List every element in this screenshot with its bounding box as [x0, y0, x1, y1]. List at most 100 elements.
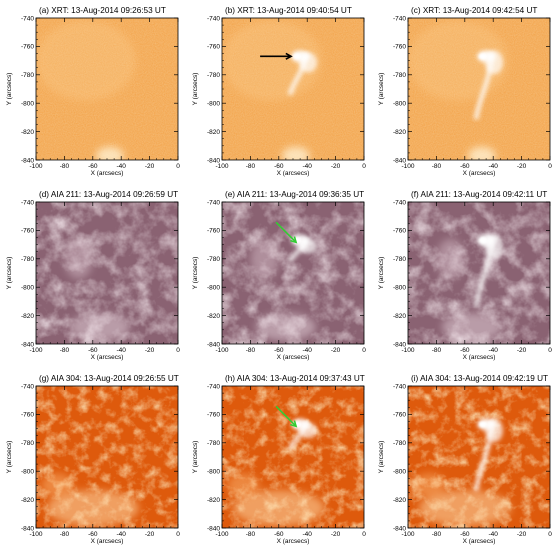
y-tick-label: -740 [21, 199, 34, 206]
x-tick-label: -40 [116, 531, 126, 538]
y-axis-label: Y (arcsecs) [192, 73, 199, 106]
solar-image [36, 386, 178, 528]
y-tick-label: -820 [21, 129, 34, 136]
x-axis-label: X (arcsecs) [277, 170, 310, 177]
panel-title: (i) AIA 304: 13-Aug-2014 09:42:19 UT [411, 374, 548, 383]
x-tick-label: -20 [517, 163, 527, 170]
y-axis-label: Y (arcsecs) [6, 441, 13, 474]
x-tick-label: 0 [176, 347, 180, 354]
solar-image [222, 202, 364, 344]
axis-ticks: -100 -80 -60 -40 -20 0 -740 -760 -780 -800 -820 -84… [207, 15, 366, 170]
y-tick-label: -800 [21, 469, 34, 476]
x-axis-label: X (arcsecs) [277, 538, 310, 545]
y-tick-label: -840 [21, 525, 34, 532]
panel-c: (c) XRT: 13-Aug-2014 09:42:54 UT-100 -80-… [378, 6, 552, 177]
axis-ticks: -100 -80 -60 -40 -20 0 -740 -760 -780 -800 -820 -84… [393, 199, 552, 354]
solar-image [36, 202, 178, 344]
y-tick-label: -800 [207, 469, 220, 476]
panel-h: (h) AIA 304: 13-Aug-2014 09:37:43 UT-100… [192, 374, 366, 545]
y-tick-label: -760 [393, 44, 406, 51]
panel-title: (f) AIA 211: 13-Aug-2014 09:42:11 UT [411, 190, 547, 199]
x-tick-label: -60 [88, 163, 98, 170]
y-tick-label: -740 [207, 15, 220, 22]
y-tick-label: -820 [393, 129, 406, 136]
y-tick-label: -760 [207, 228, 220, 235]
x-tick-label: -80 [60, 163, 70, 170]
y-tick-label: -780 [393, 72, 406, 79]
y-tick-label: -840 [207, 341, 220, 348]
y-tick-label: -800 [207, 285, 220, 292]
x-axis-label: X (arcsecs) [91, 538, 124, 545]
y-tick-label: -840 [207, 157, 220, 164]
x-tick-label: 0 [548, 531, 552, 538]
y-tick-label: -780 [21, 72, 34, 79]
y-tick-label: -820 [21, 497, 34, 504]
y-axis-label: Y (arcsecs) [6, 73, 13, 106]
y-tick-label: -840 [21, 157, 34, 164]
y-tick-label: -800 [207, 101, 220, 108]
x-tick-label: -20 [145, 531, 155, 538]
x-tick-label: -100 [215, 163, 228, 170]
y-tick-label: -740 [21, 383, 34, 390]
x-tick-label: -40 [302, 531, 312, 538]
x-tick-label: -100 [29, 347, 42, 354]
y-tick-label: -760 [21, 412, 34, 419]
panel-title: (d) AIA 211: 13-Aug-2014 09:26:59 UT [39, 190, 178, 199]
solar-image [408, 18, 550, 160]
x-tick-label: -80 [60, 347, 70, 354]
y-tick-label: -840 [21, 341, 34, 348]
x-tick-label: -80 [432, 347, 442, 354]
panel-e: (e) AIA 211: 13-Aug-2014 09:36:35 UT-100… [192, 190, 366, 361]
x-tick-label: -40 [488, 163, 498, 170]
y-tick-label: -780 [207, 256, 220, 263]
y-tick-label: -820 [207, 497, 220, 504]
x-tick-label: -60 [88, 347, 98, 354]
x-tick-label: -20 [331, 531, 341, 538]
y-tick-label: -760 [207, 412, 220, 419]
panel-title: (b) XRT: 13-Aug-2014 09:40:54 UT [225, 6, 352, 15]
solar-image [36, 18, 178, 160]
y-tick-label: -740 [393, 383, 406, 390]
x-tick-label: -60 [88, 531, 98, 538]
y-axis-label: Y (arcsecs) [192, 441, 199, 474]
axis-ticks: -100 -80 -60 -40 -20 0 -740 -760 -780 -800 -820 -84… [21, 15, 180, 170]
x-tick-label: -40 [116, 163, 126, 170]
x-tick-label: -100 [29, 531, 42, 538]
solar-image [408, 386, 550, 528]
y-tick-label: -760 [393, 228, 406, 235]
x-axis-label: X (arcsecs) [91, 170, 124, 177]
x-axis-label: X (arcsecs) [91, 354, 124, 361]
y-tick-label: -780 [393, 440, 406, 447]
y-tick-label: -840 [393, 525, 406, 532]
pointer-arrow-icon [260, 52, 293, 60]
x-tick-label: -100 [215, 347, 228, 354]
solar-image [222, 18, 364, 160]
panel-a: (a) XRT: 13-Aug-2014 09:26:53 UT -100 -80 -… [6, 6, 180, 177]
y-axis-label: Y (arcsecs) [192, 257, 199, 290]
axis-ticks: -100 -80 -60 -40 -20 0 -740 -760 -780 -800 -820 -84… [207, 199, 366, 354]
pointer-arrow-icon [275, 221, 298, 244]
panel-title: (a) XRT: 13-Aug-2014 09:26:53 UT [39, 6, 166, 15]
x-axis-label: X (arcsecs) [463, 538, 496, 545]
x-tick-label: -80 [246, 163, 256, 170]
y-tick-label: -740 [207, 383, 220, 390]
panel-title: (c) XRT: 13-Aug-2014 09:42:54 UT [411, 6, 537, 15]
y-axis-label: Y (arcsecs) [378, 257, 385, 290]
y-tick-label: -800 [393, 469, 406, 476]
x-tick-label: -100 [29, 163, 42, 170]
y-axis-label: Y (arcsecs) [6, 257, 13, 290]
x-axis-label: X (arcsecs) [463, 170, 496, 177]
panel-d: (d) AIA 211: 13-Aug-2014 09:26:59 UT -100… [6, 190, 180, 361]
panel-f: (f) AIA 211: 13-Aug-2014 09:42:11 UT-100… [378, 190, 552, 361]
axis-ticks: -100 -80 -60 -40 -20 0 -740 -760 -780 -800 -820 -84… [393, 15, 552, 170]
axis-ticks: -100 -80 -60 -40 -20 0 -740 -760 -780 -800 -820 -84… [21, 199, 180, 354]
panel-i: (i) AIA 304: 13-Aug-2014 09:42:19 UT-100… [378, 374, 552, 545]
y-tick-label: -800 [21, 101, 34, 108]
x-tick-label: 0 [362, 531, 366, 538]
y-tick-label: -840 [393, 341, 406, 348]
y-tick-label: -820 [21, 313, 34, 320]
solar-image [222, 386, 364, 528]
y-tick-label: -780 [21, 256, 34, 263]
x-tick-label: 0 [548, 347, 552, 354]
